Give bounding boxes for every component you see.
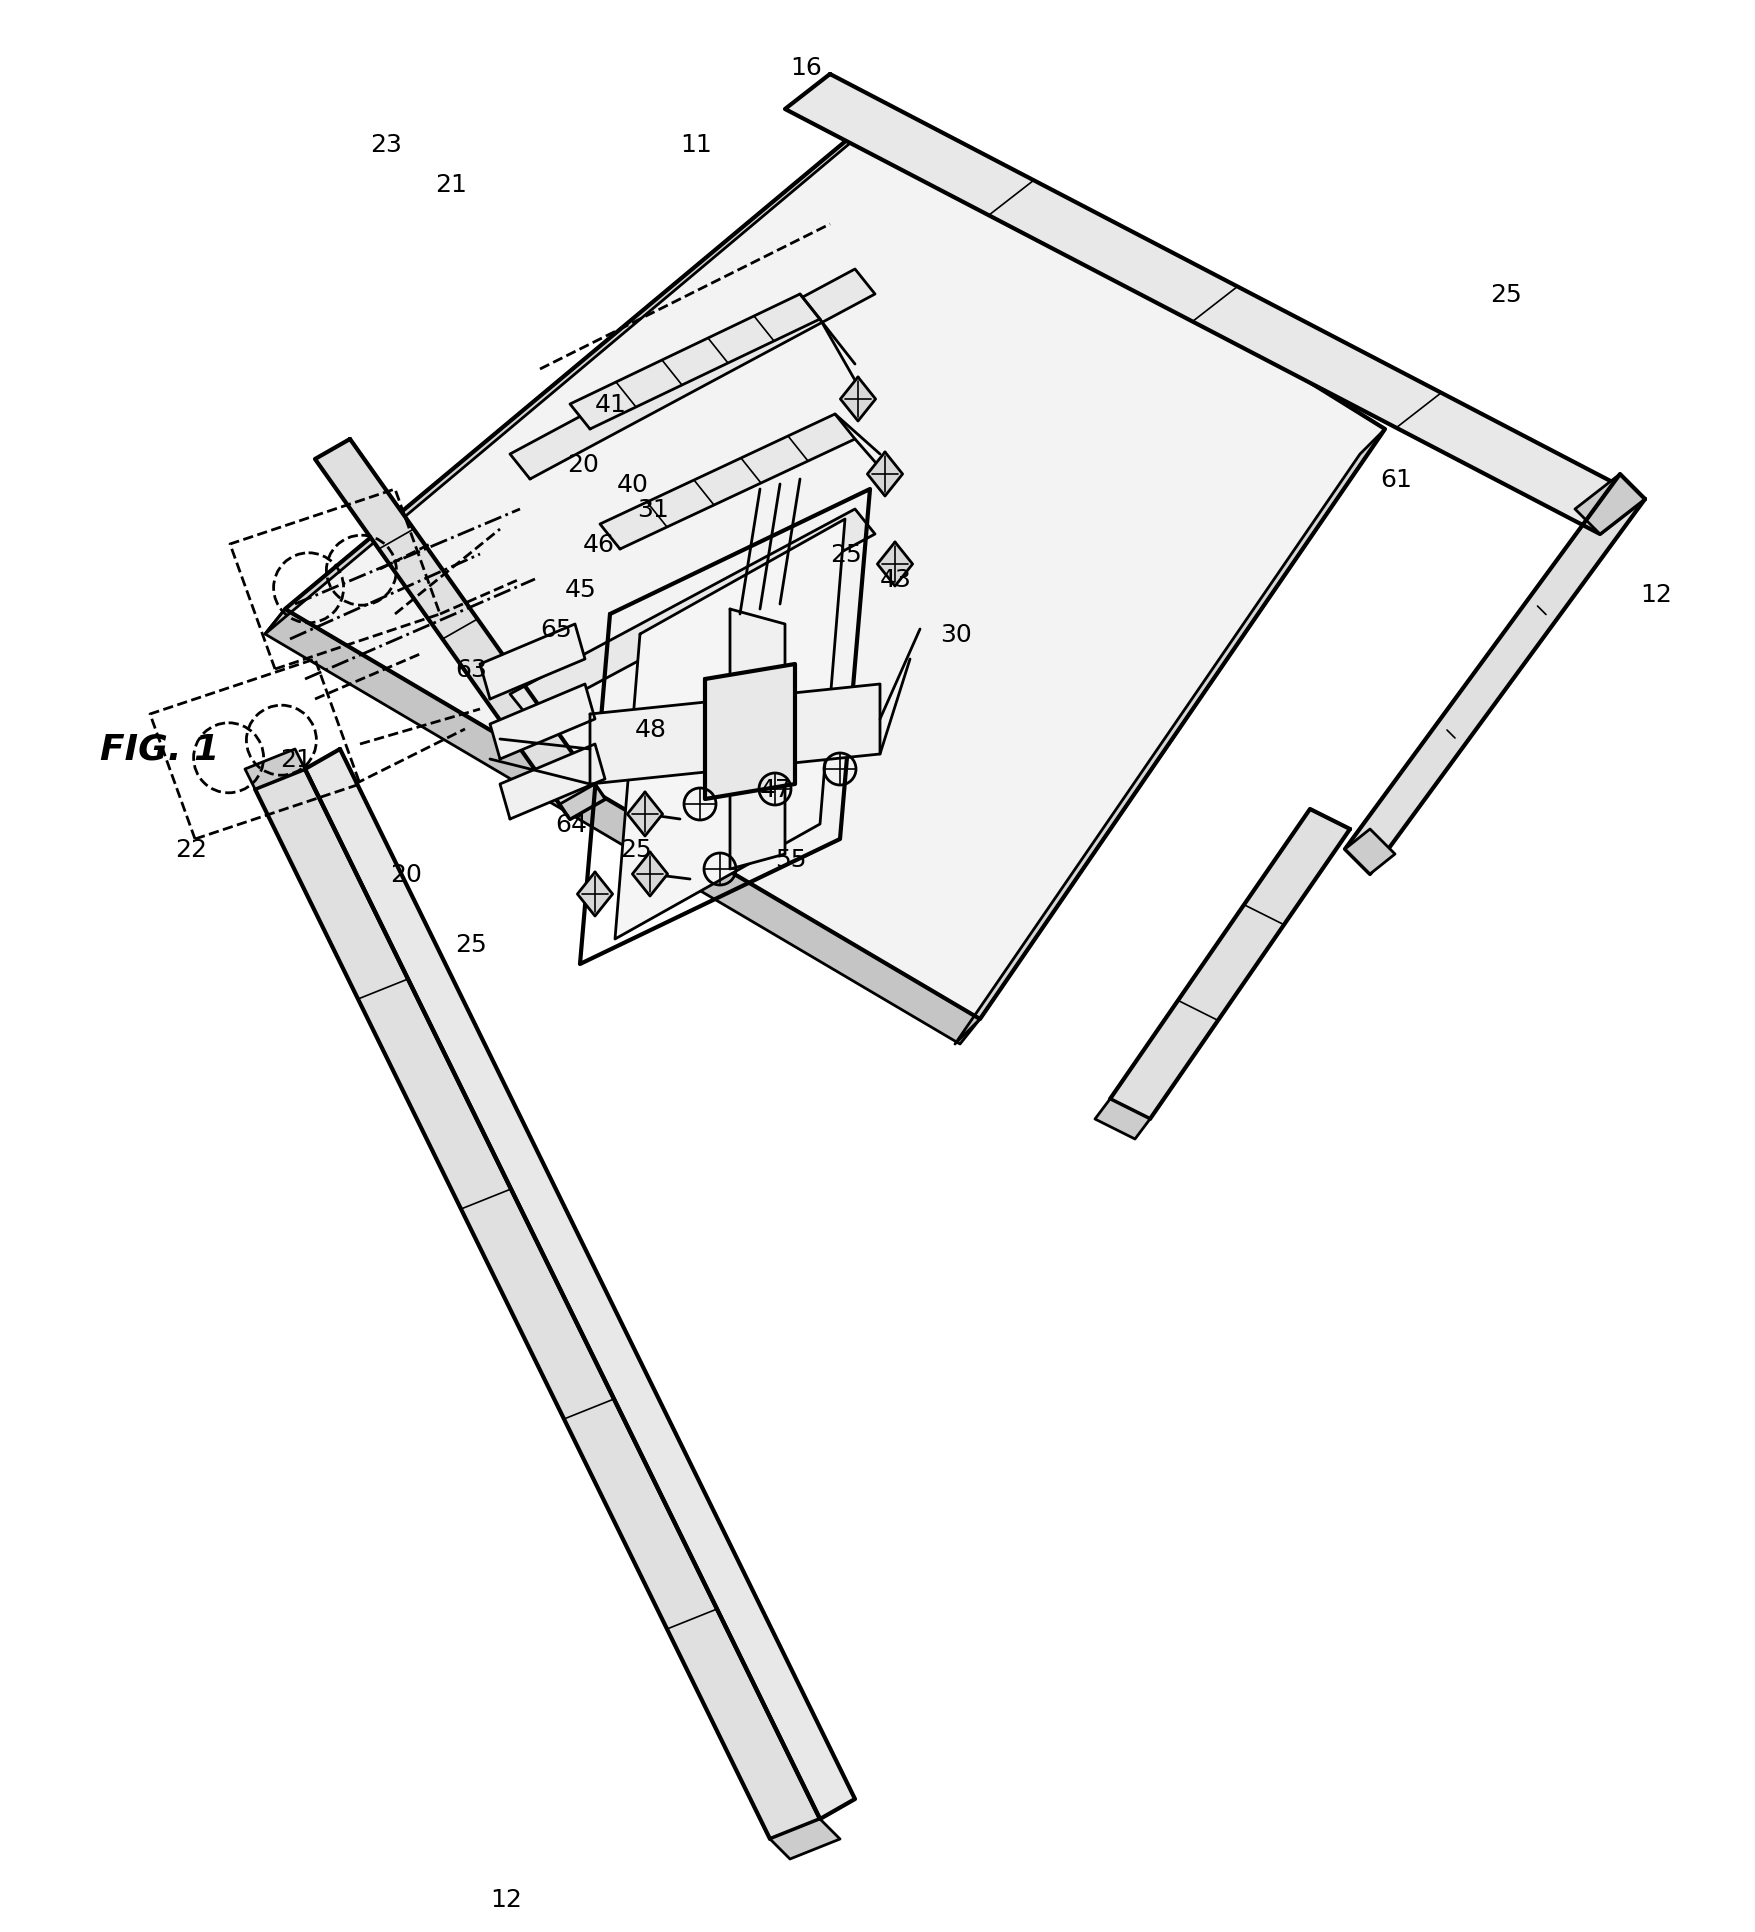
Polygon shape: [841, 379, 876, 421]
Polygon shape: [784, 75, 1644, 535]
Polygon shape: [314, 440, 605, 819]
Polygon shape: [704, 665, 795, 800]
Text: 12: 12: [490, 1888, 521, 1911]
Polygon shape: [479, 624, 584, 699]
Polygon shape: [560, 784, 605, 819]
Polygon shape: [878, 543, 913, 587]
Polygon shape: [867, 452, 902, 497]
Polygon shape: [1574, 475, 1644, 535]
Polygon shape: [577, 873, 612, 916]
Text: 20: 20: [567, 452, 598, 477]
Polygon shape: [570, 296, 820, 429]
Text: 46: 46: [583, 533, 614, 556]
Polygon shape: [614, 520, 844, 939]
Polygon shape: [1095, 1099, 1150, 1140]
Text: 48: 48: [635, 717, 667, 742]
Text: 61: 61: [1379, 468, 1411, 493]
Polygon shape: [265, 114, 878, 636]
Text: 64: 64: [555, 813, 586, 837]
Text: 23: 23: [370, 133, 402, 156]
Text: 45: 45: [565, 578, 597, 601]
Polygon shape: [246, 750, 305, 790]
Text: 43: 43: [879, 568, 911, 591]
Text: 65: 65: [541, 618, 572, 641]
Polygon shape: [254, 769, 820, 1839]
Polygon shape: [490, 684, 595, 759]
Polygon shape: [632, 852, 667, 896]
Text: 31: 31: [637, 498, 669, 522]
Text: 25: 25: [455, 933, 486, 956]
Polygon shape: [1344, 829, 1393, 875]
Polygon shape: [509, 270, 874, 479]
Polygon shape: [284, 114, 1385, 1020]
Polygon shape: [1344, 475, 1644, 875]
Text: 21: 21: [279, 748, 312, 771]
Text: 12: 12: [1639, 583, 1671, 607]
Text: 11: 11: [679, 133, 711, 156]
Polygon shape: [509, 510, 874, 719]
Text: 47: 47: [760, 777, 792, 802]
Polygon shape: [590, 684, 879, 784]
Text: 21: 21: [435, 172, 467, 197]
Polygon shape: [730, 611, 784, 869]
Text: 55: 55: [774, 848, 806, 871]
Text: 25: 25: [1490, 282, 1522, 307]
Text: 25: 25: [620, 838, 651, 862]
Polygon shape: [955, 429, 1385, 1045]
Text: 63: 63: [455, 657, 486, 682]
Polygon shape: [1109, 810, 1350, 1119]
Text: 41: 41: [595, 392, 627, 417]
Text: 22: 22: [176, 838, 207, 862]
Text: 20: 20: [390, 862, 421, 887]
Polygon shape: [627, 792, 662, 837]
Text: 30: 30: [939, 622, 971, 647]
Text: 16: 16: [790, 56, 821, 79]
Polygon shape: [769, 1820, 839, 1859]
Polygon shape: [600, 415, 855, 551]
Polygon shape: [265, 611, 979, 1045]
Text: 25: 25: [830, 543, 862, 566]
Text: 40: 40: [616, 473, 649, 497]
Polygon shape: [305, 750, 855, 1820]
Text: FIG. 1: FIG. 1: [100, 732, 219, 767]
Polygon shape: [500, 744, 605, 819]
